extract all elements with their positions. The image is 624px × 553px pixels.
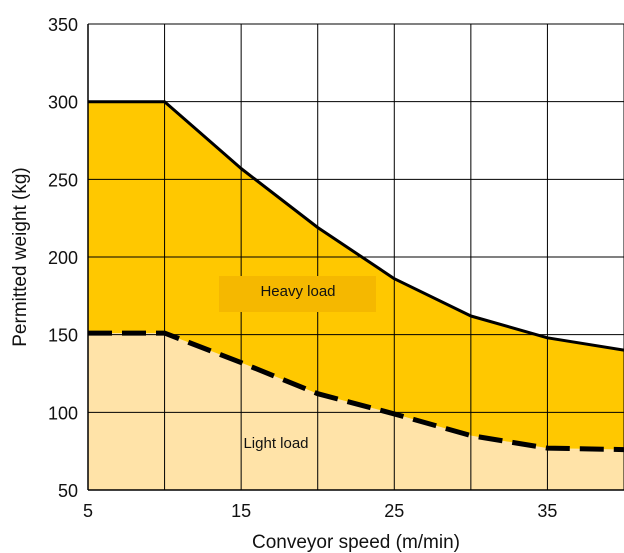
region-labels: Heavy load Light load	[219, 276, 376, 452]
y-tick-label: 50	[58, 481, 78, 501]
y-tick-label: 150	[48, 326, 78, 346]
light-load-area	[88, 333, 624, 490]
heavy-load-line	[88, 100, 624, 352]
x-axis-title: Conveyor speed (m/min)	[252, 532, 460, 553]
y-tick-label: 200	[48, 248, 78, 268]
heavy-load-label-box	[219, 276, 376, 312]
light-load-line	[88, 330, 624, 453]
tick-labels: 50 100 150 200 250 300 350 5 15 25 35	[48, 15, 557, 521]
y-tick-label: 250	[48, 170, 78, 190]
x-tick-label: 35	[537, 501, 557, 521]
heavy-load-label: Heavy load	[260, 283, 335, 300]
x-tick-label: 5	[83, 501, 93, 521]
x-tick-label: 25	[384, 501, 404, 521]
y-tick-label: 300	[48, 93, 78, 113]
heavy-load-area	[88, 101, 624, 450]
x-tick-label: 15	[231, 501, 251, 521]
region-fills	[88, 101, 624, 490]
series-lines	[88, 100, 624, 453]
y-tick-label: 100	[48, 403, 78, 423]
y-tick-label: 350	[48, 15, 78, 35]
light-load-label: Light load	[243, 435, 308, 452]
y-axis-title: Permitted weight (kg)	[10, 167, 31, 347]
